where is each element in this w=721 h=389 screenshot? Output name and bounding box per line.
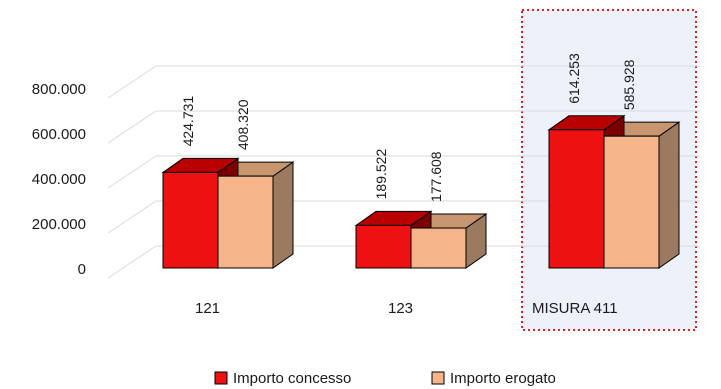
data-label-erogato: 177.608 — [428, 151, 444, 202]
data-label-concesso: 189.522 — [373, 149, 389, 200]
gridline-depth — [107, 65, 157, 99]
legend-label: Importo erogato — [450, 370, 556, 387]
legend-label: Importo concesso — [233, 370, 351, 387]
bar-importo-erogato-front — [217, 175, 274, 269]
data-label-concesso: 614.253 — [566, 53, 582, 104]
data-label-concesso: 424.731 — [180, 96, 196, 147]
bar-importo-concesso — [355, 224, 412, 269]
y-tick-label: 600.000 — [32, 126, 86, 143]
gridline-depth — [107, 200, 157, 234]
bar-importo-erogato-front — [410, 227, 467, 269]
bar-importo-concesso — [162, 171, 219, 269]
data-label-erogato: 585.928 — [621, 59, 637, 110]
y-tick-label: 200.000 — [32, 216, 86, 233]
legend-swatch — [431, 371, 445, 385]
gridline-depth — [107, 155, 157, 189]
gridline-depth — [107, 110, 157, 144]
bar-importo-erogato-side — [658, 121, 680, 269]
category-label: MISURA 411 — [532, 300, 618, 317]
y-tick-label: 400.000 — [32, 171, 86, 188]
legend-swatch — [214, 371, 228, 385]
y-tick-label: 800.000 — [32, 81, 86, 98]
bar-importo-erogato-side — [272, 161, 294, 269]
y-tick-label: 0 — [78, 261, 86, 278]
bar-importo-concesso — [548, 129, 605, 269]
bar-importo-erogato-front — [603, 135, 660, 269]
category-label: 123 — [388, 300, 413, 317]
gridline-depth — [107, 245, 157, 279]
category-label: 121 — [195, 300, 220, 317]
data-label-erogato: 408.320 — [235, 99, 251, 150]
